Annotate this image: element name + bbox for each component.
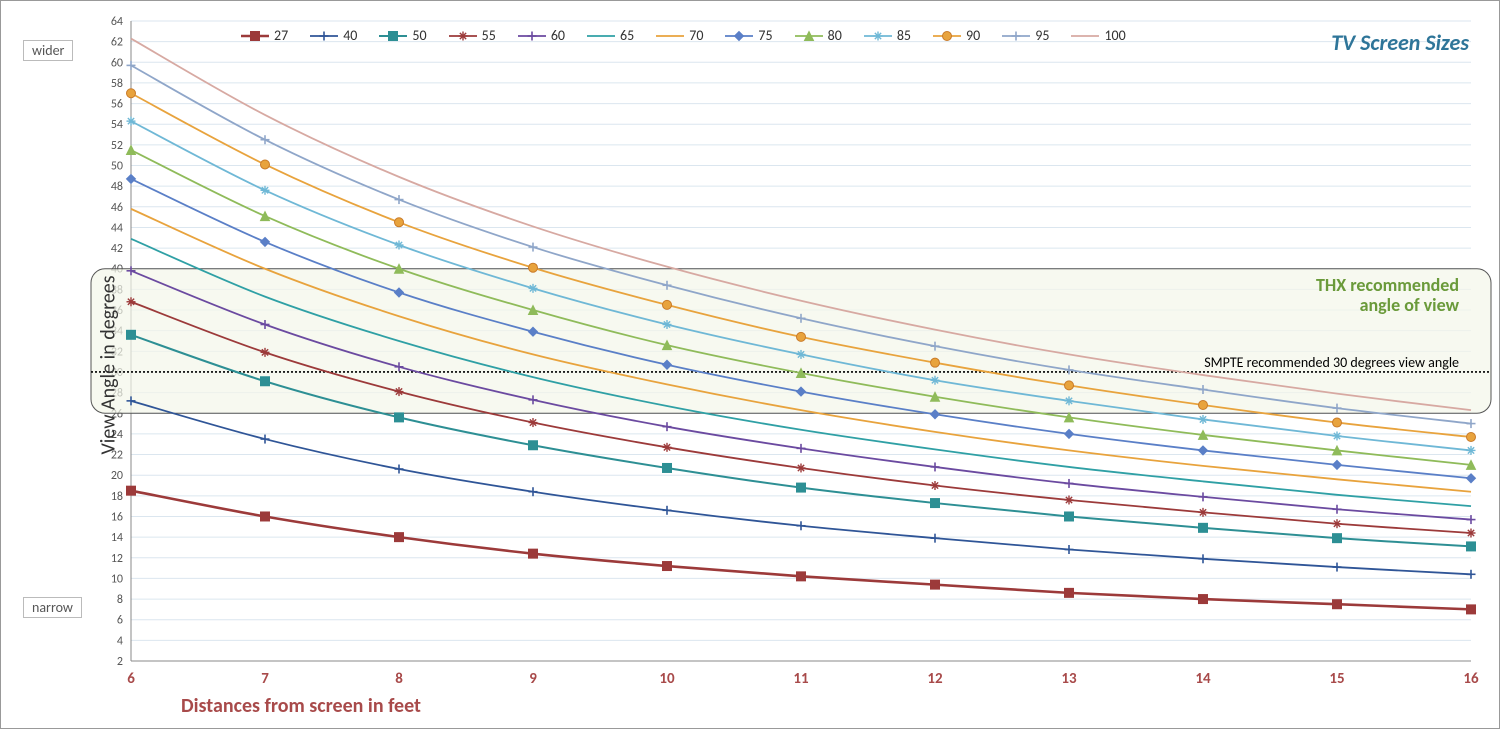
legend-item-27: 27 (241, 27, 288, 44)
legend-item-75: 75 (725, 27, 772, 44)
legend-item-65: 65 (587, 27, 634, 44)
svg-text:18: 18 (111, 490, 123, 504)
legend-item-80: 80 (795, 27, 842, 44)
svg-text:4: 4 (117, 634, 123, 648)
svg-text:16: 16 (1463, 670, 1479, 688)
svg-text:58: 58 (111, 77, 123, 91)
series-27 (127, 486, 1476, 614)
thx-annotation: THX recommendedangle of view (1316, 275, 1459, 316)
svg-text:11: 11 (793, 670, 809, 688)
smpte-annotation: SMPTE recommended 30 degrees view angle (1204, 354, 1459, 371)
svg-text:20: 20 (111, 469, 123, 483)
svg-text:62: 62 (111, 36, 123, 50)
svg-text:6: 6 (127, 670, 135, 688)
legend-item-55: 55 (449, 27, 496, 44)
narrow-tag: narrow (23, 597, 82, 618)
legend: 27 40 50 55 60 65 70 75 80 85 90 95 100 (241, 27, 1279, 44)
svg-text:42: 42 (111, 242, 123, 256)
svg-text:56: 56 (111, 98, 123, 112)
svg-text:10: 10 (111, 572, 123, 586)
svg-text:54: 54 (111, 118, 123, 132)
svg-text:46: 46 (111, 201, 123, 215)
svg-text:50: 50 (111, 160, 123, 174)
svg-text:2: 2 (117, 655, 123, 669)
chart-title: TV Screen Sizes (1331, 29, 1469, 56)
svg-text:7: 7 (261, 670, 269, 688)
legend-item-100: 100 (1071, 27, 1125, 44)
svg-text:6: 6 (117, 614, 123, 628)
y-axis-label: View Angle in degrees (97, 275, 121, 454)
legend-item-70: 70 (656, 27, 703, 44)
svg-text:16: 16 (111, 510, 123, 524)
legend-item-50: 50 (379, 27, 426, 44)
svg-text:64: 64 (111, 15, 123, 29)
wider-tag: wider (23, 40, 73, 61)
svg-text:14: 14 (1195, 670, 1211, 688)
legend-item-95: 95 (1002, 27, 1049, 44)
svg-text:8: 8 (395, 670, 403, 688)
svg-text:12: 12 (111, 552, 123, 566)
svg-text:52: 52 (111, 139, 123, 153)
legend-item-40: 40 (310, 27, 357, 44)
legend-item-85: 85 (864, 27, 911, 44)
legend-item-60: 60 (518, 27, 565, 44)
chart-container: { "layout":{ "width":1500,"height":729, … (0, 0, 1500, 729)
svg-text:44: 44 (111, 221, 123, 235)
svg-text:12: 12 (927, 670, 943, 688)
svg-text:9: 9 (529, 670, 537, 688)
svg-text:13: 13 (1061, 670, 1077, 688)
svg-text:10: 10 (659, 670, 675, 688)
svg-text:15: 15 (1329, 670, 1344, 688)
x-axis-label: Distances from screen in feet (181, 694, 421, 718)
svg-text:48: 48 (111, 180, 123, 194)
legend-item-90: 90 (933, 27, 980, 44)
svg-text:8: 8 (117, 593, 123, 607)
svg-text:60: 60 (111, 56, 123, 70)
svg-text:14: 14 (111, 531, 123, 545)
